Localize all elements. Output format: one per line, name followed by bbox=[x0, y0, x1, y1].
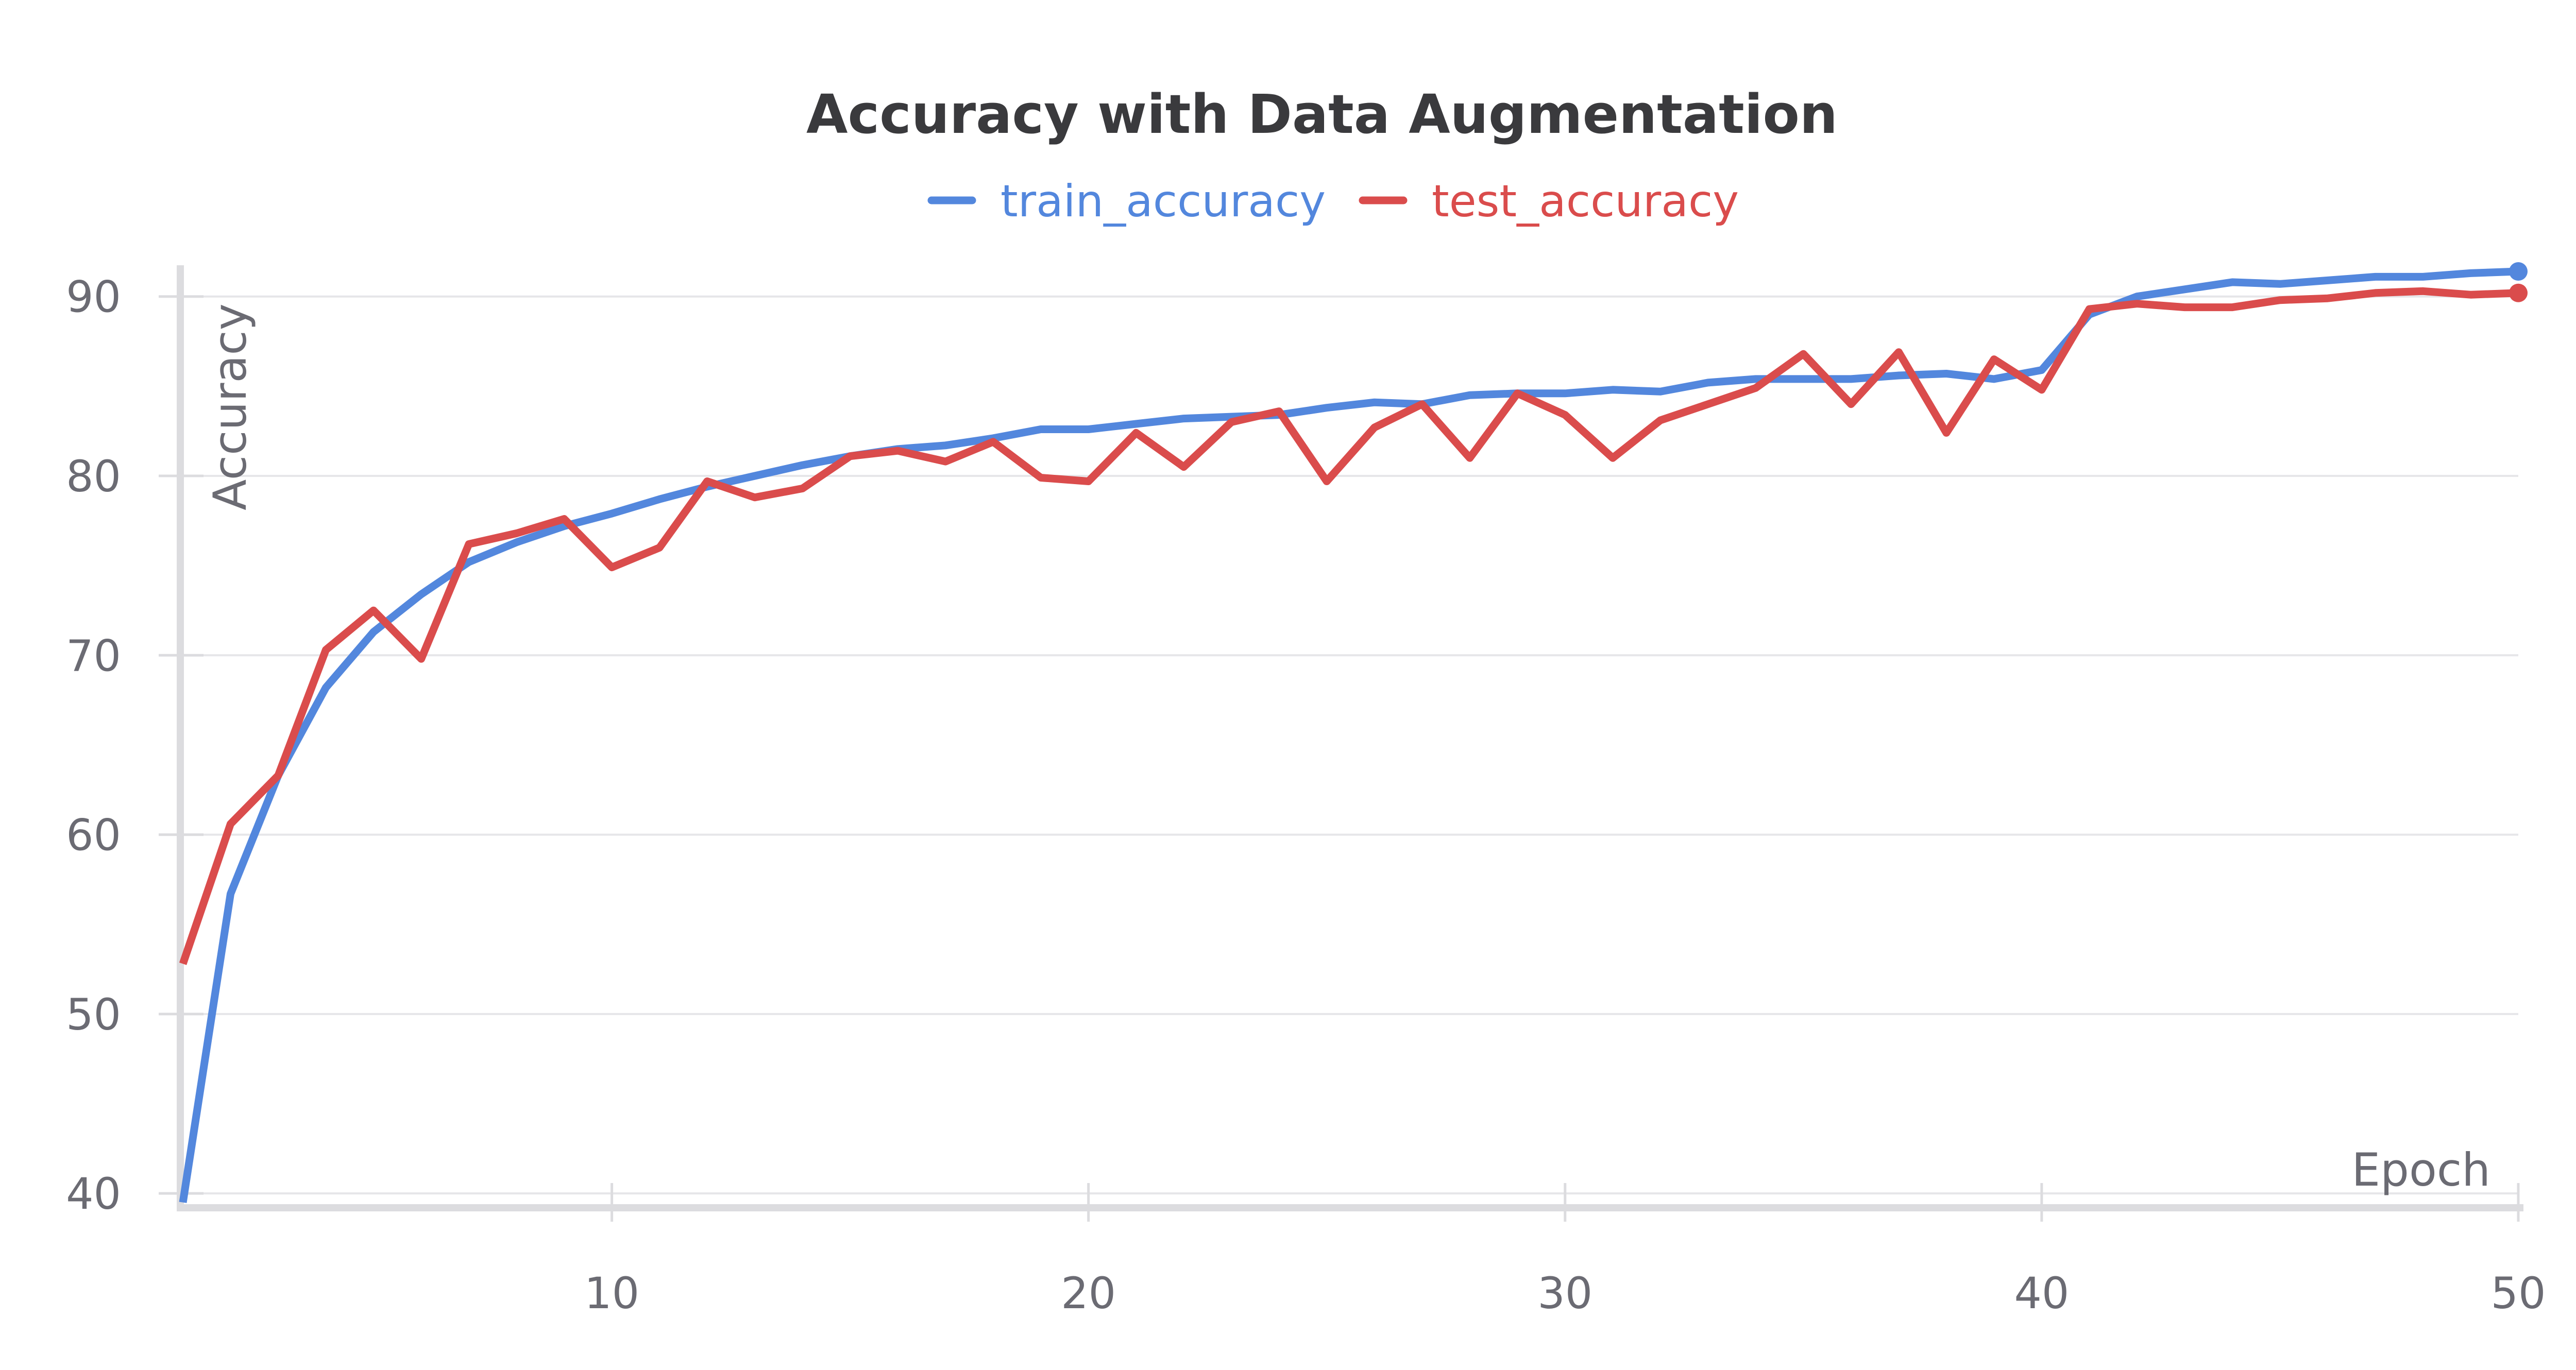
gridlines bbox=[183, 295, 2518, 1195]
legend-label-test_accuracy: test_accuracy bbox=[1432, 176, 1739, 227]
x-tick-label: 10 bbox=[584, 1268, 639, 1318]
y-tick-label: 90 bbox=[66, 272, 121, 322]
y-tick-label: 50 bbox=[66, 989, 121, 1040]
legend: train_accuracy test_accuracy bbox=[927, 176, 1739, 227]
y-tick-label: 80 bbox=[66, 451, 121, 502]
series-end-marker-train_accuracy bbox=[2509, 262, 2528, 281]
series-end-marker-test_accuracy bbox=[2509, 283, 2528, 302]
legend-label-train_accuracy: train_accuracy bbox=[1001, 176, 1326, 227]
series bbox=[179, 262, 2528, 1203]
series-line-test_accuracy bbox=[179, 287, 2519, 965]
x-axis-label: Epoch bbox=[2352, 1143, 2490, 1196]
x-tick-label: 30 bbox=[1537, 1268, 1592, 1318]
chart-title: Accuracy with Data Augmentation bbox=[806, 83, 1838, 146]
x-tick-label: 20 bbox=[1061, 1268, 1116, 1318]
y-tick-label: 40 bbox=[66, 1169, 121, 1219]
y-tick-label: 60 bbox=[66, 810, 121, 861]
y-tick-label: 70 bbox=[66, 630, 121, 681]
x-tick-label: 40 bbox=[2014, 1268, 2069, 1318]
y-axis-label: Accuracy bbox=[204, 303, 257, 510]
x-tick-label: 50 bbox=[2491, 1268, 2546, 1318]
axes: 40 50 60 70 80 90 10 20 30 40 50 bbox=[66, 265, 2546, 1318]
